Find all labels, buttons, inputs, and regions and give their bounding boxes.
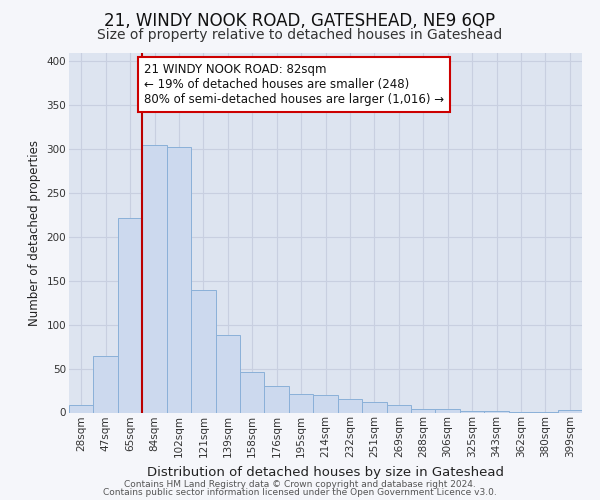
Bar xyxy=(167,148,191,412)
Bar xyxy=(94,356,118,412)
Bar xyxy=(436,409,460,412)
Bar xyxy=(460,410,484,412)
Bar xyxy=(484,410,509,412)
Text: 21, WINDY NOOK ROAD, GATESHEAD, NE9 6QP: 21, WINDY NOOK ROAD, GATESHEAD, NE9 6QP xyxy=(104,12,496,30)
Bar xyxy=(289,394,313,412)
Text: Size of property relative to detached houses in Gateshead: Size of property relative to detached ho… xyxy=(97,28,503,42)
Text: 21 WINDY NOOK ROAD: 82sqm
← 19% of detached houses are smaller (248)
80% of semi: 21 WINDY NOOK ROAD: 82sqm ← 19% of detac… xyxy=(143,63,443,106)
Bar xyxy=(265,386,289,412)
Bar xyxy=(69,404,94,412)
Y-axis label: Number of detached properties: Number of detached properties xyxy=(28,140,41,326)
X-axis label: Distribution of detached houses by size in Gateshead: Distribution of detached houses by size … xyxy=(147,466,504,478)
Bar xyxy=(313,395,338,412)
Text: Contains public sector information licensed under the Open Government Licence v3: Contains public sector information licen… xyxy=(103,488,497,497)
Bar xyxy=(118,218,142,412)
Bar xyxy=(557,410,582,412)
Bar xyxy=(338,400,362,412)
Bar xyxy=(411,409,436,412)
Bar xyxy=(142,144,167,412)
Bar xyxy=(240,372,265,412)
Text: Contains HM Land Registry data © Crown copyright and database right 2024.: Contains HM Land Registry data © Crown c… xyxy=(124,480,476,489)
Bar xyxy=(215,335,240,412)
Bar xyxy=(191,290,215,412)
Bar xyxy=(362,402,386,412)
Bar xyxy=(386,404,411,412)
